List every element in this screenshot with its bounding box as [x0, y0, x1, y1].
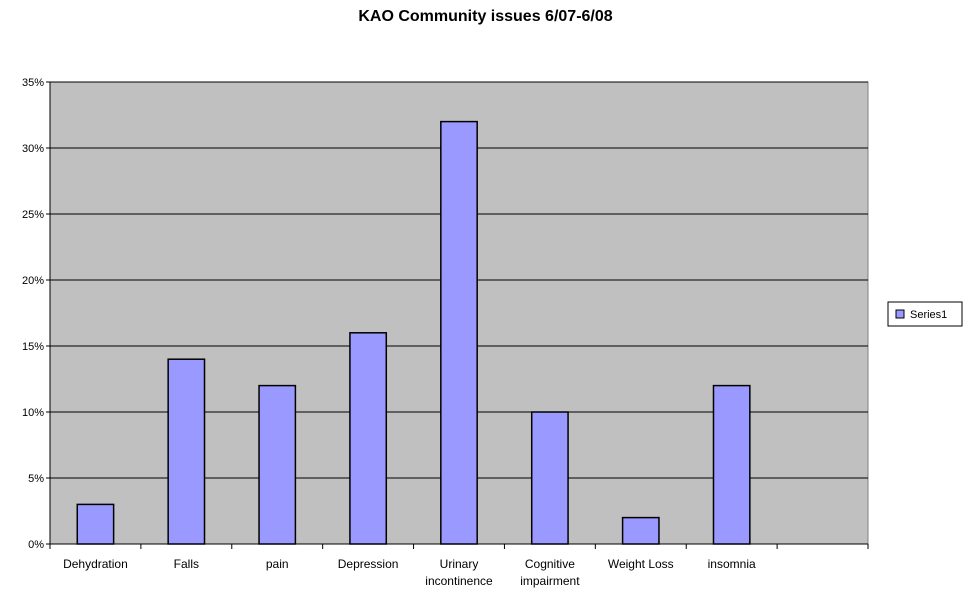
y-tick-label: 0%: [28, 539, 44, 551]
bar: [167, 358, 206, 545]
y-tick-label: 10%: [22, 407, 44, 419]
x-tick-label: Cognitive impairment: [520, 557, 580, 588]
x-tick-label: Dehydration: [63, 557, 128, 571]
chart-title: KAO Community issues 6/07-6/08: [358, 8, 613, 25]
bar: [530, 411, 569, 545]
y-tick-label: 35%: [22, 77, 44, 89]
y-tick-label: 20%: [22, 275, 44, 287]
y-tick-label: 25%: [22, 209, 44, 221]
y-tick-label: 15%: [22, 341, 44, 353]
bar: [349, 332, 388, 545]
legend-swatch: [895, 309, 905, 319]
bar: [712, 384, 751, 545]
bar: [76, 503, 115, 545]
bar: [621, 516, 660, 545]
x-tick-label: Urinary incontinence: [425, 557, 493, 588]
y-tick-label: 30%: [22, 143, 44, 155]
x-tick-label: Falls: [174, 557, 199, 571]
x-tick-label: Weight Loss: [608, 557, 674, 571]
legend-label: Series1: [910, 309, 947, 321]
x-tick-label: pain: [266, 557, 289, 571]
bar: [440, 120, 478, 545]
bar: [258, 384, 297, 545]
x-tick-label: insomnia: [708, 557, 756, 571]
x-tick-label: Depression: [338, 557, 399, 571]
y-tick-label: 5%: [28, 473, 44, 485]
